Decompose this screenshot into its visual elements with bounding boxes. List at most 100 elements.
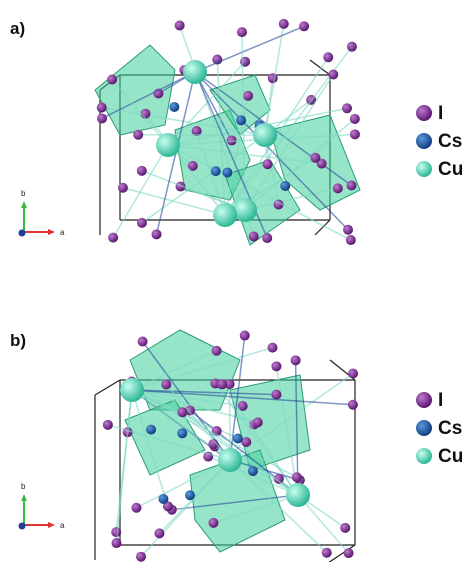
- iodine-atom: [97, 103, 107, 113]
- axis-c: [19, 523, 26, 530]
- iodine-atom: [138, 337, 148, 347]
- panel-label: a): [10, 19, 25, 38]
- axis-a-head: [48, 522, 55, 528]
- iodine-atom: [137, 218, 147, 228]
- iodine-atom: [350, 114, 360, 124]
- iodine-atom: [344, 548, 354, 558]
- iodine-atom: [343, 225, 353, 235]
- legend-label: I: [438, 390, 443, 411]
- iodine-atom: [208, 518, 218, 528]
- bond: [195, 26, 304, 72]
- legend-swatch: [416, 420, 432, 436]
- iodine-atom: [111, 527, 121, 537]
- panel-b: b) I Cs Cu b a: [10, 330, 463, 562]
- iodine-atom: [249, 231, 259, 241]
- axis-label: b: [21, 189, 26, 198]
- cesium-atom: [169, 102, 179, 112]
- legend-label: Cs: [438, 418, 462, 439]
- axis-label: b: [21, 482, 26, 491]
- copper-atom: [120, 378, 144, 402]
- iodine-atom: [347, 42, 357, 52]
- iodine-atom: [262, 233, 272, 243]
- iodine-atom: [137, 166, 147, 176]
- figure: a) I Cs Cu b a b) I Cs Cu b a: [0, 0, 468, 562]
- iodine-atom: [217, 379, 227, 389]
- iodine-atom: [346, 235, 356, 245]
- panel-a: a) I Cs Cu b a: [10, 19, 463, 245]
- iodine-atom: [131, 503, 141, 513]
- legend-label: Cu: [438, 446, 463, 467]
- legend-label: Cu: [438, 159, 463, 180]
- cesium-atom: [211, 166, 221, 176]
- legend-label: I: [438, 103, 443, 124]
- axis-b-head: [21, 201, 27, 208]
- iodine-atom: [107, 75, 117, 85]
- iodine-atom: [243, 91, 253, 101]
- cell-edge: [95, 380, 120, 395]
- iodine-atom: [97, 113, 107, 123]
- iodine-atom: [136, 552, 146, 562]
- bond: [265, 24, 284, 135]
- iodine-atom: [342, 103, 352, 113]
- iodine-atom: [271, 390, 281, 400]
- axis-b-head: [21, 494, 27, 501]
- cesium-atom: [146, 425, 156, 435]
- copper-atom: [183, 60, 207, 84]
- iodine-atom: [240, 57, 250, 67]
- iodine-atom: [310, 153, 320, 163]
- copper-atom: [233, 198, 257, 222]
- copper-atom: [156, 133, 180, 157]
- iodine-atom: [152, 229, 162, 239]
- iodine-atom: [299, 21, 309, 31]
- iodine-atom: [240, 331, 250, 341]
- iodine-atom: [263, 159, 273, 169]
- iodine-atom: [328, 69, 338, 79]
- iodine-atom: [154, 528, 164, 538]
- iodine-atom: [291, 355, 301, 365]
- iodine-atom: [161, 379, 171, 389]
- axis-a-head: [48, 229, 55, 235]
- iodine-atom: [212, 346, 222, 356]
- iodine-atom: [322, 548, 332, 558]
- iodine-atom: [268, 73, 278, 83]
- copper-atom: [286, 483, 310, 507]
- copper-atom: [218, 448, 242, 472]
- cesium-atom: [248, 466, 258, 476]
- cesium-atom: [280, 181, 290, 191]
- iodine-atom: [350, 129, 360, 139]
- copper-atom: [253, 123, 277, 147]
- copper-atom: [213, 203, 237, 227]
- axis-c: [19, 230, 26, 237]
- iodine-atom: [348, 369, 358, 379]
- iodine-atom: [340, 523, 350, 533]
- iodine-atom: [175, 20, 185, 30]
- iodine-atom: [348, 400, 358, 410]
- iodine-atom: [118, 183, 128, 193]
- iodine-atom: [271, 361, 281, 371]
- iodine-atom: [103, 420, 113, 430]
- legend-swatch: [416, 133, 432, 149]
- axis-label: a: [60, 228, 65, 237]
- cesium-atom: [236, 115, 246, 125]
- iodine-atom: [177, 407, 187, 417]
- cell-edge: [310, 60, 330, 75]
- legend-swatch: [416, 105, 432, 121]
- iodine-atom: [279, 19, 289, 29]
- cesium-atom: [233, 434, 243, 444]
- iodine-atom: [292, 472, 302, 482]
- legend-label: Cs: [438, 131, 462, 152]
- iodine-atom: [108, 233, 118, 243]
- panel-label: b): [10, 331, 26, 350]
- iodine-atom: [253, 417, 263, 427]
- iodine-atom: [347, 180, 357, 190]
- iodine-atom: [133, 130, 143, 140]
- iodine-atom: [323, 52, 333, 62]
- legend-swatch: [416, 448, 432, 464]
- cesium-atom: [222, 167, 232, 177]
- iodine-atom: [268, 343, 278, 353]
- cesium-atom: [158, 494, 168, 504]
- axis-label: a: [60, 521, 65, 530]
- cesium-atom: [185, 490, 195, 500]
- cesium-atom: [177, 428, 187, 438]
- iodine-atom: [237, 27, 247, 37]
